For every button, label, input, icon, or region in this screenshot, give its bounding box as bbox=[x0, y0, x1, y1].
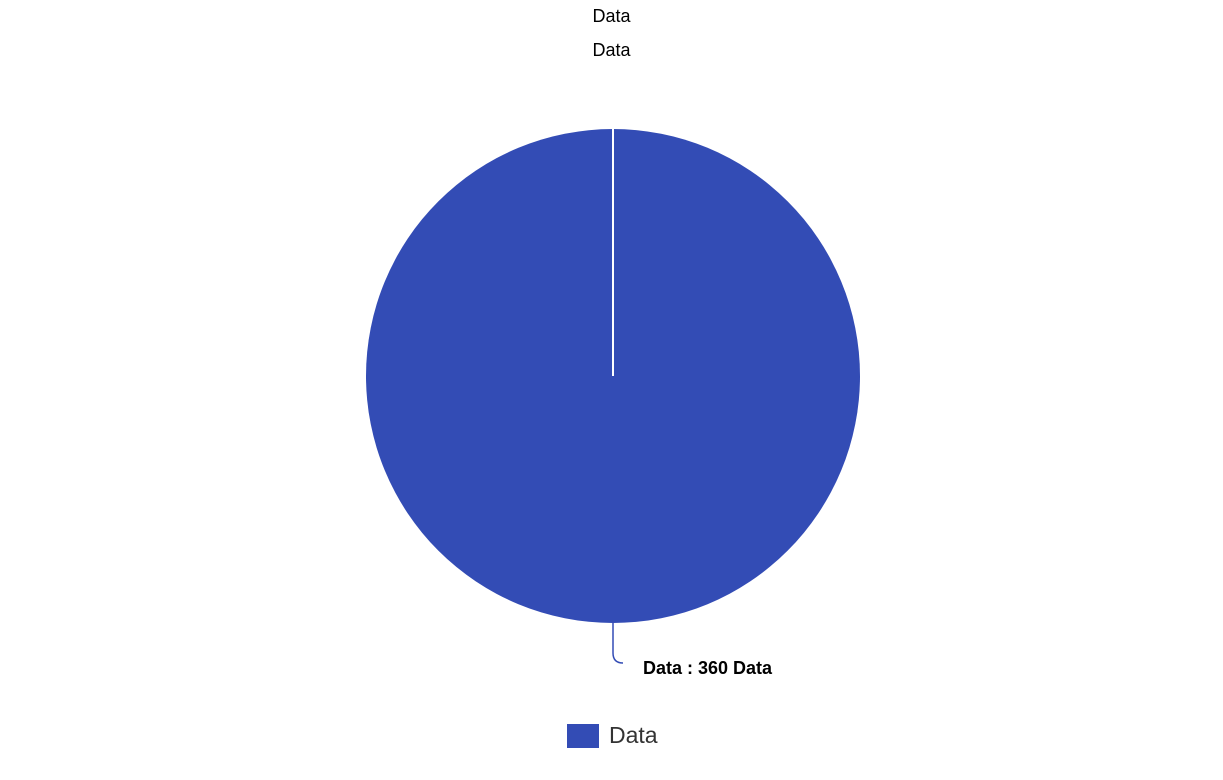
data-label-connector bbox=[612, 623, 624, 664]
legend-label[interactable]: Data bbox=[609, 722, 658, 748]
legend-swatch bbox=[567, 723, 599, 748]
chart-title: Data bbox=[592, 6, 631, 26]
chart-subtitle: Data bbox=[592, 40, 631, 60]
data-label: Data : 360 Data bbox=[643, 658, 773, 678]
chart-legend: Data bbox=[567, 722, 658, 749]
